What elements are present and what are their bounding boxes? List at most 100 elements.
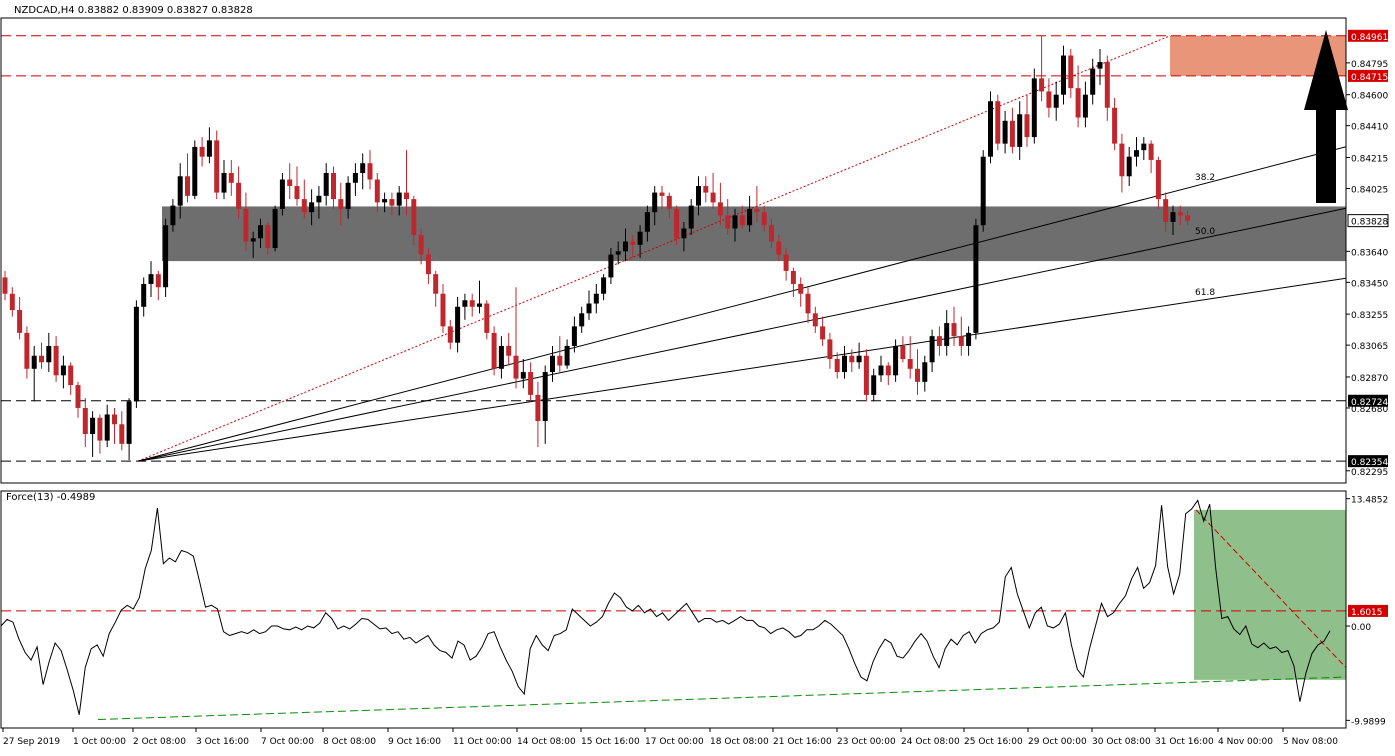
candle-body [915,368,920,382]
candle-body [652,192,658,213]
candle-body [747,208,753,226]
time-tick-label: 5 Nov 08:00 [1283,737,1338,747]
candle-body [367,163,373,180]
candle-body [39,355,44,363]
candle-body [739,215,745,226]
candle-body [929,336,935,363]
candle-body [133,306,139,402]
candle-body [973,225,979,333]
candle-body [192,146,198,196]
price-tick-label: 0.84795 [1351,60,1388,70]
candle-body [1075,88,1081,118]
time-tick-label: 14 Oct 08:00 [517,737,576,747]
candle-body [601,277,607,294]
candle-body [958,336,964,346]
candle-body [484,303,490,333]
candle-body [659,192,665,196]
price-tag-0.82724: 0.82724 [1351,398,1388,408]
candle-body [440,293,446,327]
candle-body [243,208,249,242]
candle-body [411,199,417,235]
candle-body [579,313,585,327]
candle-body [1134,150,1139,157]
candle-body [60,365,66,376]
level-lines: 0.84961 0.84715 0.83828 0.82724 0.82354 [1,29,1389,468]
chart-labels: NZDCAD,H4 0.83882 0.83909 0.83827 0.8382… [6,5,253,503]
candle-body [1185,215,1191,221]
candle-body [528,372,534,395]
candle-body [944,323,950,346]
price-tick-label: 0.83065 [1351,342,1388,352]
candle-body [1148,143,1154,160]
candle-body [717,202,723,216]
time-tick-label: 30 Oct 08:00 [1092,737,1151,747]
force-tick-label: -9.9899 [1351,717,1386,727]
time-tick-label: 15 Oct 16:00 [581,737,640,747]
candle-body [1112,107,1118,144]
candle-body [404,192,409,200]
candle-body [148,274,154,284]
candle-body [1046,91,1052,108]
candle-body [104,414,110,441]
candle-body [754,208,760,213]
candle-body [345,182,351,209]
candle-body [542,372,548,421]
price-tick-label: 0.84215 [1351,155,1388,165]
candle-body [389,199,395,206]
candle-body [272,208,278,249]
price-tick-label: 0.84600 [1351,92,1388,102]
candle-body [1170,212,1176,222]
candle-body [725,215,731,229]
candle-body [1061,55,1066,95]
up-arrow-icon [1304,30,1348,203]
candlesticks [2,35,1191,461]
price-tag-0.84715: 0.84715 [1351,73,1388,83]
time-tick-label: 24 Oct 08:00 [901,737,960,747]
candle-body [1090,68,1096,95]
candle-body [885,365,891,376]
price-tag-0.84961: 0.84961 [1351,33,1388,43]
candle-body [294,186,300,200]
candle-body [630,241,636,245]
force-tick-label: 0.00 [1351,623,1371,633]
time-tick-label: 2 Oct 08:00 [133,737,186,747]
candle-body [352,173,358,183]
candle-body [498,345,504,369]
candle-body [506,345,512,356]
price-zones [162,35,1346,262]
candle-body [1119,143,1125,177]
candle-body [637,231,643,245]
candle-body [97,417,103,441]
force-index-panel: 1.6015 [0,499,1388,721]
candle-body [1163,199,1169,222]
candle-body [951,323,957,337]
time-tick-label: 8 Oct 08:00 [323,737,376,747]
candle-body [805,293,811,314]
candle-body [185,176,190,196]
candle-body [236,182,242,209]
candle-body [491,332,497,369]
symbol-header: NZDCAD,H4 0.83882 0.83909 0.83827 0.8382… [14,5,253,16]
price-tick-label: 0.84025 [1351,186,1388,196]
fib-label-61.8: 61.8 [1195,288,1215,298]
price-tag-bg-0.84715 [1348,69,1388,82]
candle-body [696,186,701,206]
candle-body [82,407,88,435]
bullish-zone [1194,509,1346,680]
candle-body [1053,94,1059,108]
candle-body [374,179,380,203]
time-tick-label: 1 Oct 00:00 [73,737,126,747]
candle-body [75,385,81,408]
candle-body [279,179,285,209]
time-tick-label: 18 Oct 08:00 [710,737,769,747]
candle-body [513,355,519,379]
candle-body [681,228,687,239]
candle-body [221,173,227,193]
candle-body [323,173,329,196]
candle-body [447,326,453,343]
fib-label-50.0: 50.0 [1195,227,1215,237]
candle-body [477,303,482,307]
candle-body [674,208,680,239]
price-tick-label: 0.83640 [1351,248,1388,258]
